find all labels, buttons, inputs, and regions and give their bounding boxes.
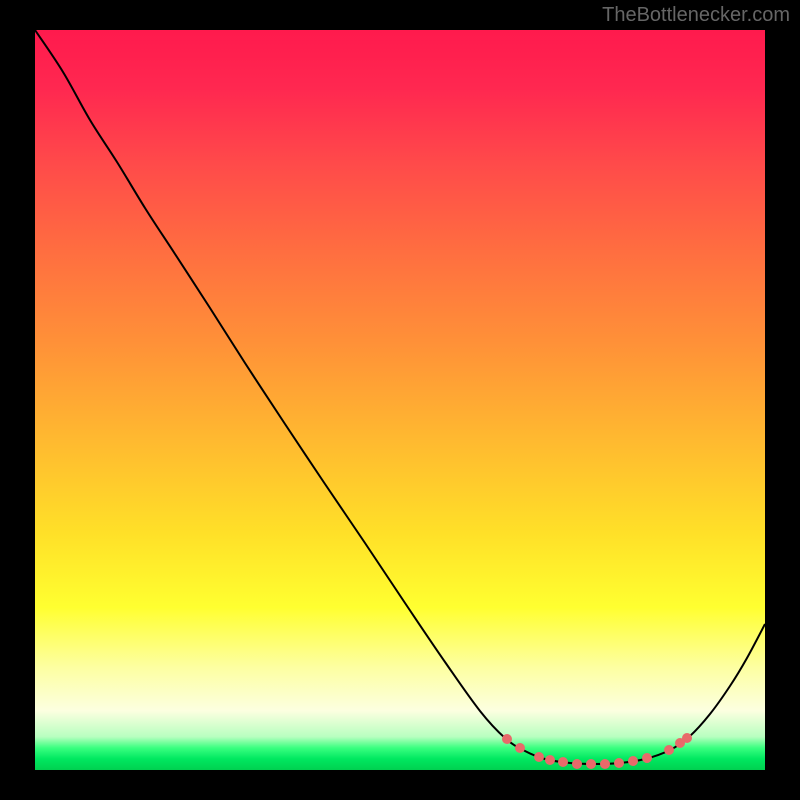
chart-plot-area (35, 30, 765, 770)
curve-marker (572, 759, 582, 769)
bottleneck-curve (35, 30, 765, 764)
curve-marker (600, 759, 610, 769)
curve-marker (682, 733, 692, 743)
curve-marker (664, 745, 674, 755)
curve-marker (586, 759, 596, 769)
chart-curve-layer (35, 30, 765, 770)
watermark-text: TheBottlenecker.com (602, 4, 790, 27)
curve-marker (614, 758, 624, 768)
curve-marker (545, 755, 555, 765)
curve-marker (558, 757, 568, 767)
curve-marker (515, 743, 525, 753)
curve-marker (642, 753, 652, 763)
curve-marker (502, 734, 512, 744)
curve-marker (628, 756, 638, 766)
curve-marker (534, 752, 544, 762)
